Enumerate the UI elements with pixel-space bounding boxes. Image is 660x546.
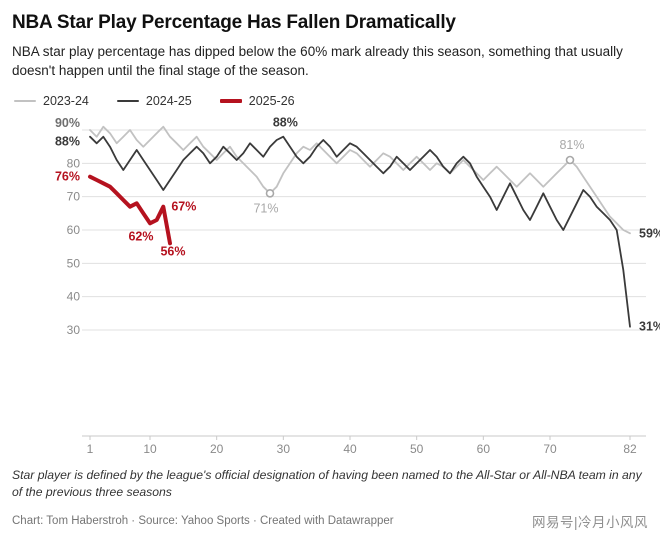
- footnote: Star player is defined by the league's o…: [12, 467, 642, 500]
- y-axis-label: 80: [67, 156, 81, 170]
- legend-line-icon: [116, 99, 139, 102]
- legend-item-2023-24: 2023-24: [14, 94, 89, 108]
- annotation-label: 59%: [639, 226, 660, 240]
- chart-subtitle: NBA star play percentage has dipped belo…: [12, 44, 623, 78]
- y-axis-label: 40: [67, 289, 81, 303]
- annotation-marker: [565, 155, 575, 165]
- chart-credit: Chart: Tom Haberstroh · Source: Yahoo Sp…: [12, 515, 394, 528]
- legend-line-icon: [14, 99, 36, 102]
- annotation-label: 71%: [253, 201, 278, 215]
- x-axis-label: 50: [410, 442, 424, 456]
- legend: 2023-24 2024-25 2025-26: [14, 94, 648, 108]
- x-axis-label: 70: [543, 442, 557, 456]
- y-axis-label: 60: [67, 223, 81, 237]
- legend-line-icon: [219, 98, 242, 103]
- x-axis-label: 20: [210, 442, 224, 456]
- chart-card: NBA Star Play Percentage Has Fallen Dram…: [12, 12, 660, 531]
- annotation-label: 76%: [55, 169, 80, 183]
- annotation-label: 56%: [160, 244, 185, 258]
- x-axis-label: 30: [277, 442, 291, 456]
- annotation-label: 88%: [55, 134, 80, 148]
- x-axis-label: 82: [623, 442, 637, 456]
- x-axis-label: 1: [87, 442, 94, 456]
- annotation-label: 90%: [55, 116, 80, 130]
- y-axis-label: 70: [67, 189, 81, 203]
- legend-item-2024-25: 2024-25: [116, 93, 192, 108]
- page-title: NBA Star Play Percentage Has Fallen Dram…: [12, 12, 456, 33]
- series-line-2023-24: [89, 125, 631, 234]
- x-axis-label: 10: [143, 442, 157, 456]
- series-line-2025-26: [88, 174, 172, 246]
- legend-label: 2024-25: [145, 93, 192, 108]
- annotation-label: 81%: [559, 138, 584, 152]
- legend-item-2025-26: 2025-26: [219, 93, 295, 108]
- x-axis-label: 60: [477, 442, 491, 456]
- annotation-label: 62%: [128, 229, 153, 243]
- watermark: 网易号|冷月小风风: [531, 515, 648, 531]
- x-axis-label: 40: [343, 442, 357, 456]
- annotation-label: 88%: [273, 115, 298, 129]
- y-axis-label: 30: [67, 323, 81, 337]
- annotation-label: 31%: [639, 319, 660, 333]
- annotation-marker: [265, 188, 275, 198]
- footer: Chart: Tom Haberstroh · Source: Yahoo Sp…: [12, 511, 648, 531]
- line-chart: 30 40 50 60 70 80 1 10 20 30 40 50 60 70 82 90% 88% 76% 88…: [55, 115, 660, 456]
- series-line-2024-25: [89, 135, 631, 328]
- legend-label: 2023-24: [43, 93, 89, 108]
- annotation-label: 67%: [171, 199, 196, 213]
- y-axis-label: 50: [67, 256, 81, 270]
- legend-label: 2025-26: [248, 93, 295, 108]
